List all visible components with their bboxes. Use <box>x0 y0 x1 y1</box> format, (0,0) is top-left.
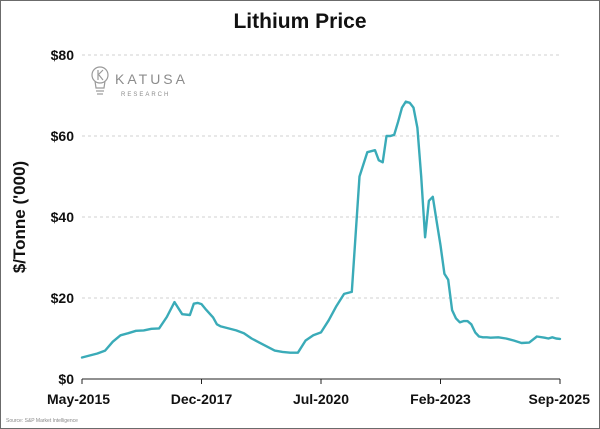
katusa-logo: KATUSA RESEARCH <box>91 66 188 98</box>
y-tick-label: $0 <box>58 371 74 387</box>
y-tick-labels: $0 $20 $40 $60 $80 <box>51 47 75 387</box>
chart-title: Lithium Price <box>233 10 367 33</box>
y-tick-label: $40 <box>51 209 75 225</box>
lightbulb-icon <box>91 66 109 95</box>
y-tick-label: $20 <box>51 290 75 306</box>
source-note: Source: S&P Market Intelligence <box>6 418 78 424</box>
axes <box>81 378 561 384</box>
x-tick-label: Sep-2025 <box>529 391 591 407</box>
x-tick-label: Jul-2020 <box>293 391 349 407</box>
x-tick-label: Dec-2017 <box>171 391 233 407</box>
grid-lines <box>82 54 560 299</box>
logo-name: KATUSA <box>115 71 188 87</box>
x-tick-label: Feb-2023 <box>410 391 471 407</box>
logo-sub: RESEARCH <box>121 92 170 98</box>
x-tick-labels: May-2015 Dec-2017 Jul-2020 Feb-2023 Sep-2025 <box>47 391 590 407</box>
y-tick-label: $60 <box>51 128 75 144</box>
price-series-line <box>80 100 562 359</box>
x-tick-label: May-2015 <box>47 391 110 407</box>
y-tick-label: $80 <box>51 47 75 63</box>
